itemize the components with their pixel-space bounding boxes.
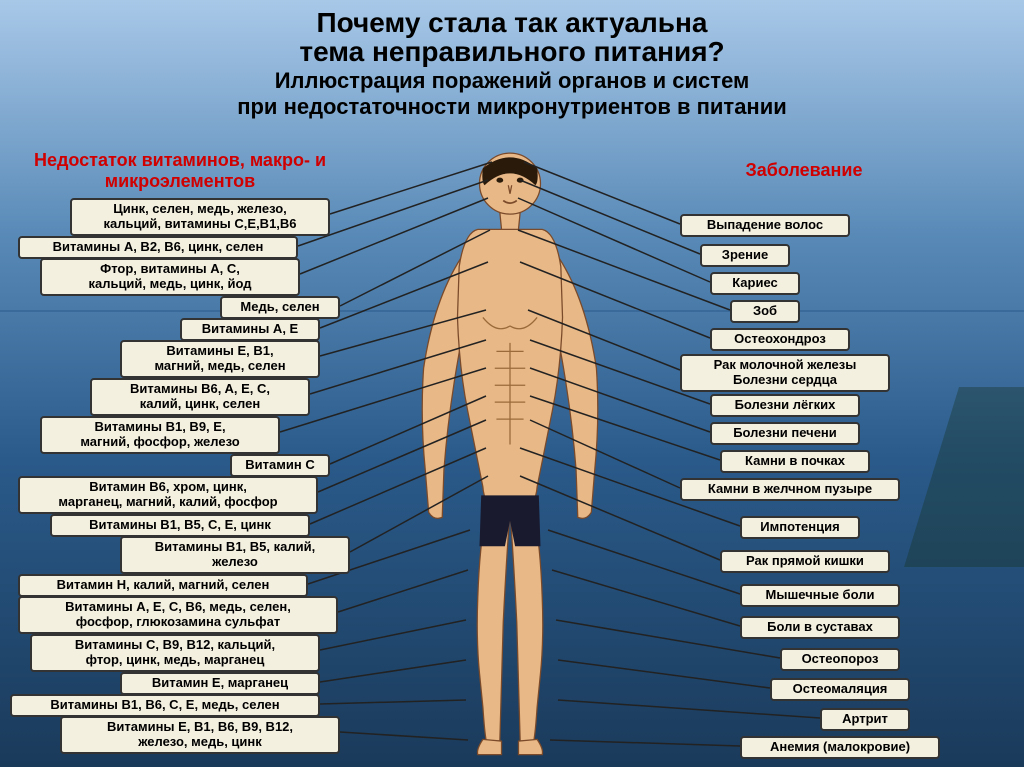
deficiency-label-8: Витамин C bbox=[230, 454, 330, 477]
right-column-header: Заболевание bbox=[704, 160, 904, 181]
header-block: Почему стала так актуальна тема неправил… bbox=[0, 0, 1024, 123]
deficiency-label-14: Витамины C, B9, B12, кальций, фтор, цинк… bbox=[30, 634, 320, 672]
deficiency-label-4: Витамины A, E bbox=[180, 318, 320, 341]
disease-label-5: Рак молочной железы Болезни сердца bbox=[680, 354, 890, 392]
deficiency-label-15: Витамин E, марганец bbox=[120, 672, 320, 695]
disease-label-8: Камни в почках bbox=[720, 450, 870, 473]
deficiency-label-13: Витамины A, E, C, B6, медь, селен, фосфо… bbox=[18, 596, 338, 634]
deficiency-label-3: Медь, селен bbox=[220, 296, 340, 319]
disease-label-6: Болезни лёгких bbox=[710, 394, 860, 417]
deficiency-label-0: Цинк, селен, медь, железо, кальций, вита… bbox=[70, 198, 330, 236]
human-body-figure bbox=[360, 148, 660, 758]
disease-label-9: Камни в желчном пузыре bbox=[680, 478, 900, 501]
disease-label-16: Артрит bbox=[820, 708, 910, 731]
disease-label-11: Рак прямой кишки bbox=[720, 550, 890, 573]
deficiency-label-2: Фтор, витамины A, C, кальций, медь, цинк… bbox=[40, 258, 300, 296]
disease-label-12: Мышечные боли bbox=[740, 584, 900, 607]
deficiency-label-7: Витамины B1, B9, E, магний, фосфор, желе… bbox=[40, 416, 280, 454]
disease-label-3: Зоб bbox=[730, 300, 800, 323]
left-column-header: Недостаток витаминов, макро- и микроэлем… bbox=[30, 150, 330, 192]
disease-label-7: Болезни печени bbox=[710, 422, 860, 445]
disease-label-0: Выпадение волос bbox=[680, 214, 850, 237]
deficiency-label-11: Витамины B1, B5, калий, железо bbox=[120, 536, 350, 574]
title-line-2b: при недостаточности микронутриентов в пи… bbox=[20, 95, 1004, 119]
disease-label-1: Зрение bbox=[700, 244, 790, 267]
disease-label-2: Кариес bbox=[710, 272, 800, 295]
disease-label-15: Остеомаляция bbox=[770, 678, 910, 701]
disease-label-4: Остеохондроз bbox=[710, 328, 850, 351]
deficiency-label-5: Витамины E, B1, магний, медь, селен bbox=[120, 340, 320, 378]
disease-label-13: Боли в суставах bbox=[740, 616, 900, 639]
deficiency-label-10: Витамины B1, B5, C, E, цинк bbox=[50, 514, 310, 537]
title-line-1a: Почему стала так актуальна bbox=[20, 8, 1004, 37]
deficiency-label-12: Витамин H, калий, магний, селен bbox=[18, 574, 308, 597]
disease-label-10: Импотенция bbox=[740, 516, 860, 539]
deficiency-label-1: Витамины A, B2, B6, цинк, селен bbox=[18, 236, 298, 259]
deficiency-label-16: Витамины B1, B6, C, E, медь, селен bbox=[10, 694, 320, 717]
title-line-2a: Иллюстрация поражений органов и систем bbox=[20, 69, 1004, 93]
background-tree bbox=[904, 387, 1024, 567]
disease-label-17: Анемия (малокровие) bbox=[740, 736, 940, 759]
disease-label-14: Остеопороз bbox=[780, 648, 900, 671]
deficiency-label-6: Витамины B6, A, E, C, калий, цинк, селен bbox=[90, 378, 310, 416]
title-line-1b: тема неправильного питания? bbox=[20, 37, 1004, 66]
deficiency-label-17: Витамины E, B1, B6, B9, B12, железо, мед… bbox=[60, 716, 340, 754]
deficiency-label-9: Витамин B6, хром, цинк, марганец, магний… bbox=[18, 476, 318, 514]
